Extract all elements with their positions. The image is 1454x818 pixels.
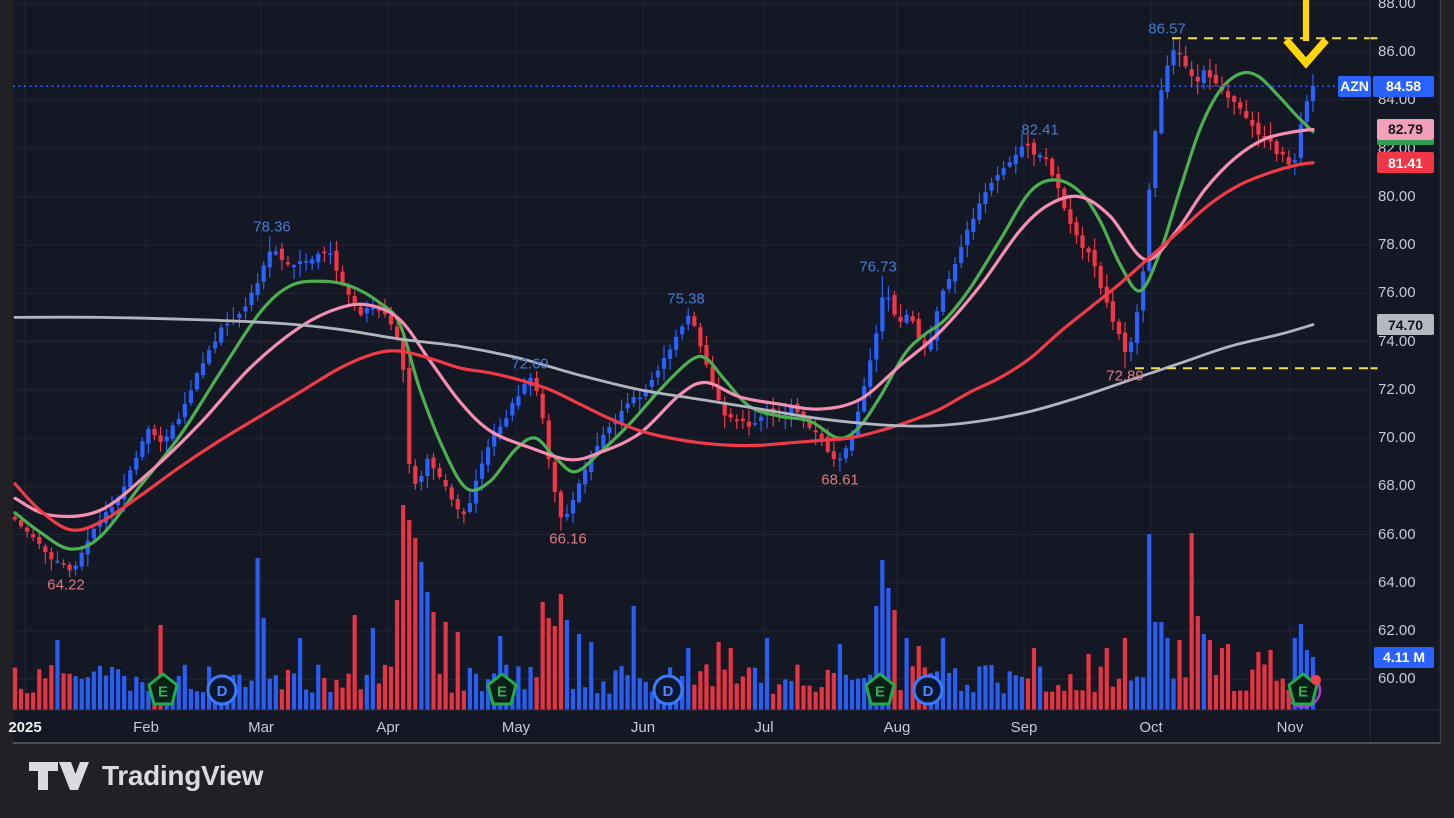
svg-text:D: D — [663, 683, 674, 700]
svg-text:E: E — [497, 684, 507, 701]
svg-text:D: D — [923, 683, 934, 700]
dividend-marker-icon[interactable]: D — [206, 674, 238, 706]
svg-text:E: E — [158, 684, 168, 701]
dashed-annotation-lines[interactable] — [1135, 37, 1378, 370]
axis-separators — [13, 0, 1442, 744]
earnings-marker-icon[interactable]: E — [486, 672, 518, 706]
grid-lines — [13, 0, 1370, 710]
candlestick-series[interactable] — [12, 38, 1316, 578]
tradingview-logo-link[interactable]: TradingView — [28, 756, 263, 796]
tradingview-logo-icon — [29, 762, 89, 790]
earnings-marker-icon[interactable]: E — [1280, 667, 1326, 713]
earnings-marker-icon[interactable]: E — [864, 672, 896, 706]
footer-bar: TradingView — [0, 744, 1454, 818]
ma-slow-red[interactable] — [13, 161, 1315, 532]
dividend-marker-icon[interactable]: D — [912, 674, 944, 706]
dividend-marker-icon[interactable]: D — [652, 674, 684, 706]
svg-text:D: D — [217, 683, 228, 700]
yellow-down-arrow[interactable] — [1283, 0, 1329, 69]
ma-fast-green[interactable] — [13, 70, 1315, 551]
chart-widget-background — [13, 0, 1441, 744]
ma-200-gray[interactable] — [13, 315, 1315, 428]
tradingview-logo-text: TradingView — [102, 760, 264, 791]
earnings-marker-icon[interactable]: E — [147, 672, 179, 706]
svg-text:E: E — [875, 684, 885, 701]
svg-text:E: E — [1298, 684, 1308, 701]
upcoming-event-dot — [1311, 675, 1321, 685]
